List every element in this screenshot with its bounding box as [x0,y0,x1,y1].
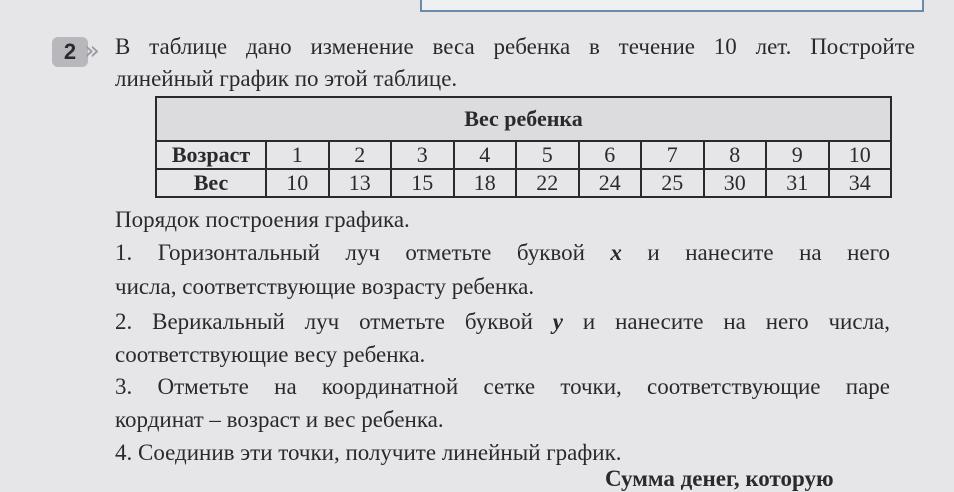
table-cell: 7 [640,140,705,170]
table-cell: 22 [515,168,580,198]
table-cell: 18 [452,168,517,198]
variable: y [552,309,563,334]
table-cell: 9 [765,140,830,170]
table-cell: 31 [765,168,830,198]
row-header: Вес [155,168,267,198]
item-line: числа, соответствующие возрасту ребенка. [115,274,535,299]
table-cell: 8 [702,140,767,170]
table-title: Вес ребенка [155,96,892,142]
task-number: 2 [52,37,88,67]
table-cell: 30 [702,168,767,198]
variable: x [610,240,622,265]
item-line: кординат – возраст и вес ребенка. [115,407,444,432]
table-cell: 5 [515,140,580,170]
table-cell: 10 [827,140,892,170]
table-cell: 13 [327,168,392,198]
row-header: Возраст [155,140,267,170]
table-row: Вес 10 13 15 18 22 24 25 30 31 34 [155,168,892,198]
table-cell: 34 [827,168,892,198]
table-cell: 6 [577,140,642,170]
task-text: В таблице дано изменение веса ребенка в … [115,34,915,59]
weight-table: Вес ребенка Возраст 1 2 3 4 5 6 7 8 9 10 Вес 10 13 15 1… [155,96,892,198]
text: и нанесите на него числа, [563,309,891,334]
table-row: Возраст 1 2 3 4 5 6 7 8 9 10 [155,140,892,170]
task-text: линейный график по этой таблице. [115,66,458,91]
procedure-heading: Порядок построения графика. [115,207,410,232]
footer-fragment: Сумма денег, которую [605,466,834,491]
table-cell: 2 [327,140,392,170]
text: 2. Верикальный луч отметьте буквой [115,309,553,334]
item-line: 4. Соединив эти точки, получите линейный… [115,440,622,465]
item-line: 2. Верикальный луч отметьте буквой y и н… [115,309,890,335]
item-line: 1. Горизонтальный луч отметьте буквой x … [115,240,890,266]
table-cell: 15 [390,168,455,198]
table-cell: 1 [265,140,330,170]
table-cell: 24 [577,168,642,198]
table-cell: 25 [640,168,705,198]
item-line: 3. Отметьте на координатной сетке точки,… [115,374,890,399]
top-frame [420,0,924,12]
chevron: » [84,36,100,66]
table-cell: 10 [265,168,330,198]
page: 2 » В таблице дано изменение веса ребенк… [52,0,924,491]
text: и нанесите на него [621,240,890,265]
text: 1. Горизонтальный луч отметьте буквой [115,240,611,265]
table-cell: 4 [452,140,517,170]
table-cell: 3 [390,140,455,170]
item-line: соответствующие весу ребенка. [115,342,426,367]
